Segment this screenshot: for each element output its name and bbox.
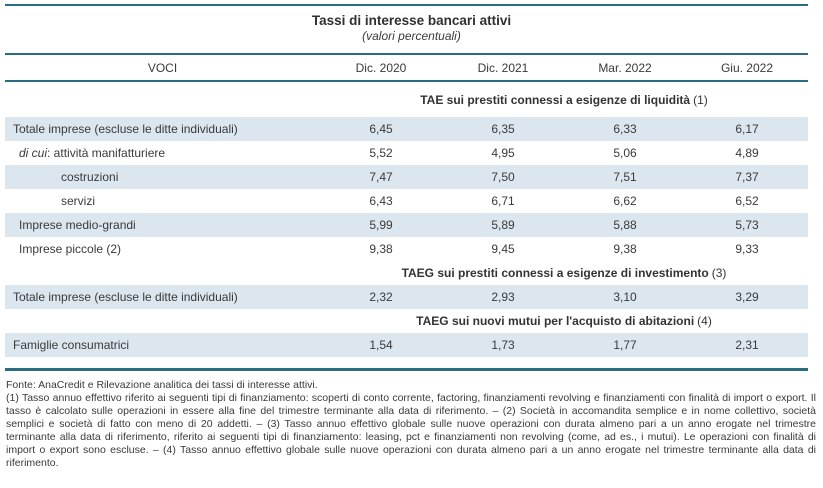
row-label-italic: di cui (19, 146, 48, 160)
cell-value: 7,37 (735, 170, 759, 184)
cell-value: 1,73 (491, 338, 515, 352)
col-header-giu-2022: Giu. 2022 (720, 60, 774, 75)
section-title-text: TAEG sui nuovi mutui per l'acquisto di a… (416, 314, 695, 328)
cell-value: 3,29 (735, 290, 759, 304)
cell-value: 6,52 (735, 194, 759, 208)
row-label: di cui: attività manifatturiere (5, 146, 320, 160)
table-row-servizi: servizi 6,43 6,71 6,62 6,52 (5, 189, 808, 213)
divider-bottom (5, 368, 808, 371)
divider-top (5, 4, 808, 6)
cell-value: 6,35 (491, 122, 515, 136)
row-label: Totale imprese (escluse le ditte individ… (13, 122, 238, 136)
cell-value: 5,52 (369, 146, 393, 160)
cell-value: 2,32 (369, 290, 393, 304)
cell-value: 6,62 (613, 194, 637, 208)
table-row-famiglie-consumatrici: Famiglie consumatrici 1,54 1,73 1,77 2,3… (5, 333, 808, 357)
row-label: Imprese piccole (2) (19, 242, 122, 256)
divider-header-bottom (5, 80, 808, 82)
cell-value: 1,77 (613, 338, 637, 352)
cell-value: 4,95 (491, 146, 515, 160)
footnote-ref: (4) (697, 314, 712, 328)
cell-value: 2,31 (735, 338, 759, 352)
footnotes-text: (1) Tasso annuo effettivo riferito ai se… (6, 392, 816, 469)
cell-value: 5,73 (735, 218, 759, 232)
cell-value: 9,45 (491, 242, 515, 256)
row-label: costruzioni (61, 170, 119, 184)
cell-value: 9,38 (369, 242, 393, 256)
cell-value: 7,47 (369, 170, 393, 184)
cell-value: 4,89 (735, 146, 759, 160)
col-header-voci: VOCI (147, 60, 178, 75)
table-row-costruzioni: costruzioni 7,47 7,50 7,51 7,37 (5, 165, 808, 189)
section-label: TAEG sui nuovi mutui per l'acquisto di a… (320, 314, 808, 328)
cell-value: 2,93 (491, 290, 515, 304)
source-line: Fonte: AnaCredit e Rilevazione analitica… (6, 379, 318, 391)
page-subtitle: (valori percentuali) (362, 29, 461, 43)
page-title: Tassi di interesse bancari attivi (311, 13, 512, 28)
section-row-taeg-investimento: TAEG sui prestiti connessi a esigenze di… (5, 261, 808, 285)
cell-value: 6,45 (369, 122, 393, 136)
cell-value: 1,54 (369, 338, 393, 352)
cell-value: 6,17 (735, 122, 759, 136)
section-title-text: TAEG sui prestiti connessi a esigenze di… (401, 266, 709, 280)
cell-value: 6,33 (613, 122, 637, 136)
cell-value: 7,51 (613, 170, 637, 184)
cell-value: 3,10 (613, 290, 637, 304)
cell-value: 9,38 (613, 242, 637, 256)
col-header-dic-2020: Dic. 2020 (355, 60, 407, 75)
cell-value: 5,99 (369, 218, 393, 232)
table-row-totale-imprese-taeg: Totale imprese (escluse le ditte individ… (5, 285, 808, 309)
row-label: Totale imprese (escluse le ditte individ… (13, 290, 238, 304)
cell-value: 6,43 (369, 194, 393, 208)
row-label: servizi (61, 194, 96, 208)
table-row-attivita-manifatturiere: di cui: attività manifatturiere 5,52 4,9… (5, 141, 808, 165)
section-row-taeg-mutui: TAEG sui nuovi mutui per l'acquisto di a… (5, 309, 808, 333)
divider-header-top (5, 53, 808, 55)
cell-value: 6,71 (491, 194, 515, 208)
row-label: Famiglie consumatrici (13, 338, 130, 352)
table-row-totale-imprese-tae: Totale imprese (escluse le ditte individ… (5, 117, 808, 141)
section-label: TAE sui prestiti connessi a esigenze di … (320, 93, 808, 107)
col-header-dic-2021: Dic. 2021 (477, 60, 529, 75)
footnote-ref: (3) (711, 266, 727, 280)
table-row-imprese-piccole: Imprese piccole (2) 9,38 9,45 9,38 9,33 (5, 237, 808, 261)
section-title-text: TAE sui prestiti connessi a esigenze di … (420, 92, 691, 107)
cell-value: 5,89 (491, 218, 515, 232)
col-header-mar-2022: Mar. 2022 (598, 60, 652, 75)
cell-value: 5,88 (613, 218, 637, 232)
row-label: Imprese medio-grandi (19, 218, 136, 232)
section-row-tae-liquidita: TAE sui prestiti connessi a esigenze di … (5, 82, 808, 117)
table-row-imprese-medio-grandi: Imprese medio-grandi 5,99 5,89 5,88 5,73 (5, 213, 808, 237)
cell-value: 7,50 (491, 170, 515, 184)
section-label: TAEG sui prestiti connessi a esigenze di… (320, 266, 808, 280)
cell-value: 5,06 (613, 146, 637, 160)
footnote-ref: (1) (693, 92, 708, 107)
cell-value: 9,33 (735, 242, 759, 256)
table-header-row: VOCI Dic. 2020 Dic. 2021 Mar. 2022 Giu. … (5, 55, 808, 80)
row-label-rest: : attività manifatturiere (47, 146, 166, 160)
